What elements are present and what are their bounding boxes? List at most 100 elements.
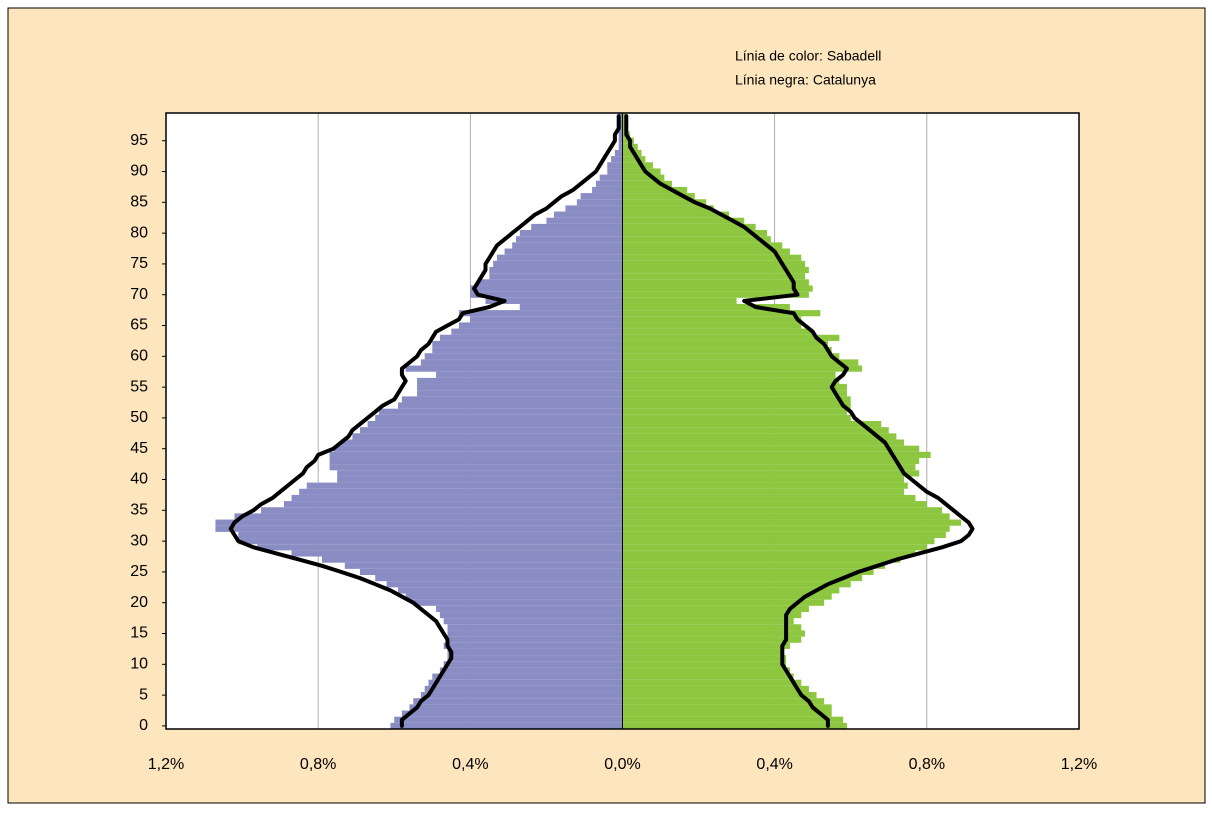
bar <box>375 575 623 582</box>
bar <box>622 464 916 471</box>
bar <box>622 260 806 267</box>
x-tick-label: 0,8% <box>909 756 945 773</box>
bar <box>622 174 665 181</box>
bar <box>622 661 787 668</box>
bar <box>360 568 623 575</box>
bar <box>622 507 943 514</box>
bar <box>622 347 832 354</box>
bar <box>622 421 882 428</box>
y-tick-label: 25 <box>130 563 148 580</box>
bar <box>622 242 783 249</box>
bar <box>546 217 623 224</box>
bar <box>614 149 623 157</box>
bar <box>622 692 817 699</box>
bar <box>386 581 623 588</box>
bar <box>622 599 825 606</box>
bar <box>622 322 802 329</box>
x-tick-label: 0,8% <box>300 756 336 773</box>
bar <box>622 396 851 403</box>
bar <box>622 550 916 557</box>
catalunya-line <box>624 114 975 728</box>
bar <box>504 248 623 255</box>
y-tick-label: 65 <box>130 317 148 334</box>
bar <box>417 390 623 397</box>
y-tick-label: 40 <box>130 471 148 488</box>
bar <box>622 648 783 656</box>
bar <box>367 421 623 428</box>
bar <box>622 704 832 711</box>
bar <box>405 365 623 372</box>
bar <box>401 396 623 403</box>
bar <box>622 273 806 280</box>
bar <box>398 402 623 409</box>
bar <box>622 236 771 243</box>
bar <box>458 322 623 329</box>
x-tick-label: 0,0% <box>604 756 640 773</box>
bar <box>622 384 847 391</box>
bar <box>622 248 790 255</box>
bar <box>470 285 623 292</box>
bar <box>622 371 836 378</box>
bar <box>622 587 840 594</box>
bar <box>565 205 623 212</box>
bar <box>622 365 863 372</box>
y-tick-label: 50 <box>130 409 148 426</box>
bar <box>622 414 851 421</box>
marks <box>215 113 975 729</box>
bar <box>238 531 623 539</box>
bar <box>599 174 623 181</box>
bar <box>447 630 623 637</box>
bar <box>439 334 623 341</box>
bar <box>519 230 623 237</box>
bar <box>622 334 840 341</box>
bar <box>622 211 730 218</box>
y-tick-label: 30 <box>130 532 148 549</box>
bar <box>622 611 802 619</box>
bar <box>622 168 661 175</box>
bar <box>622 525 950 532</box>
bar <box>622 390 847 397</box>
bar <box>344 562 623 569</box>
bar <box>622 359 859 366</box>
y-tick-label: 20 <box>130 594 148 611</box>
bar <box>261 507 623 514</box>
bar <box>622 544 927 551</box>
bar <box>340 439 623 446</box>
bar <box>618 143 623 150</box>
x-tick-label: 1,2% <box>1061 756 1097 773</box>
bar <box>234 513 623 520</box>
y-tick-label: 90 <box>130 163 148 180</box>
bar <box>283 501 623 508</box>
bar <box>622 562 885 569</box>
bar <box>622 667 790 674</box>
bar <box>622 230 768 237</box>
catalunya-line <box>228 114 621 728</box>
bar <box>238 538 623 545</box>
bar <box>622 217 745 224</box>
bar <box>622 402 851 409</box>
bar <box>618 137 623 144</box>
bar <box>622 470 920 477</box>
bar <box>531 223 623 231</box>
bar <box>329 464 623 471</box>
y-tick-label: 5 <box>139 686 148 703</box>
y-tick-label: 60 <box>130 348 148 365</box>
bar <box>622 156 646 163</box>
bar <box>622 316 802 323</box>
bar <box>554 211 623 218</box>
bar <box>447 655 623 662</box>
y-tick-label: 80 <box>130 224 148 241</box>
bar <box>447 624 623 631</box>
bar <box>215 525 623 532</box>
bar <box>291 494 623 502</box>
bar <box>622 494 916 502</box>
bar <box>432 340 623 348</box>
bar <box>477 279 623 286</box>
bar <box>622 513 950 520</box>
legend-text: Línia negra: Catalunya <box>735 72 876 88</box>
bar <box>622 624 802 631</box>
bar <box>401 710 623 717</box>
bar <box>470 291 623 298</box>
